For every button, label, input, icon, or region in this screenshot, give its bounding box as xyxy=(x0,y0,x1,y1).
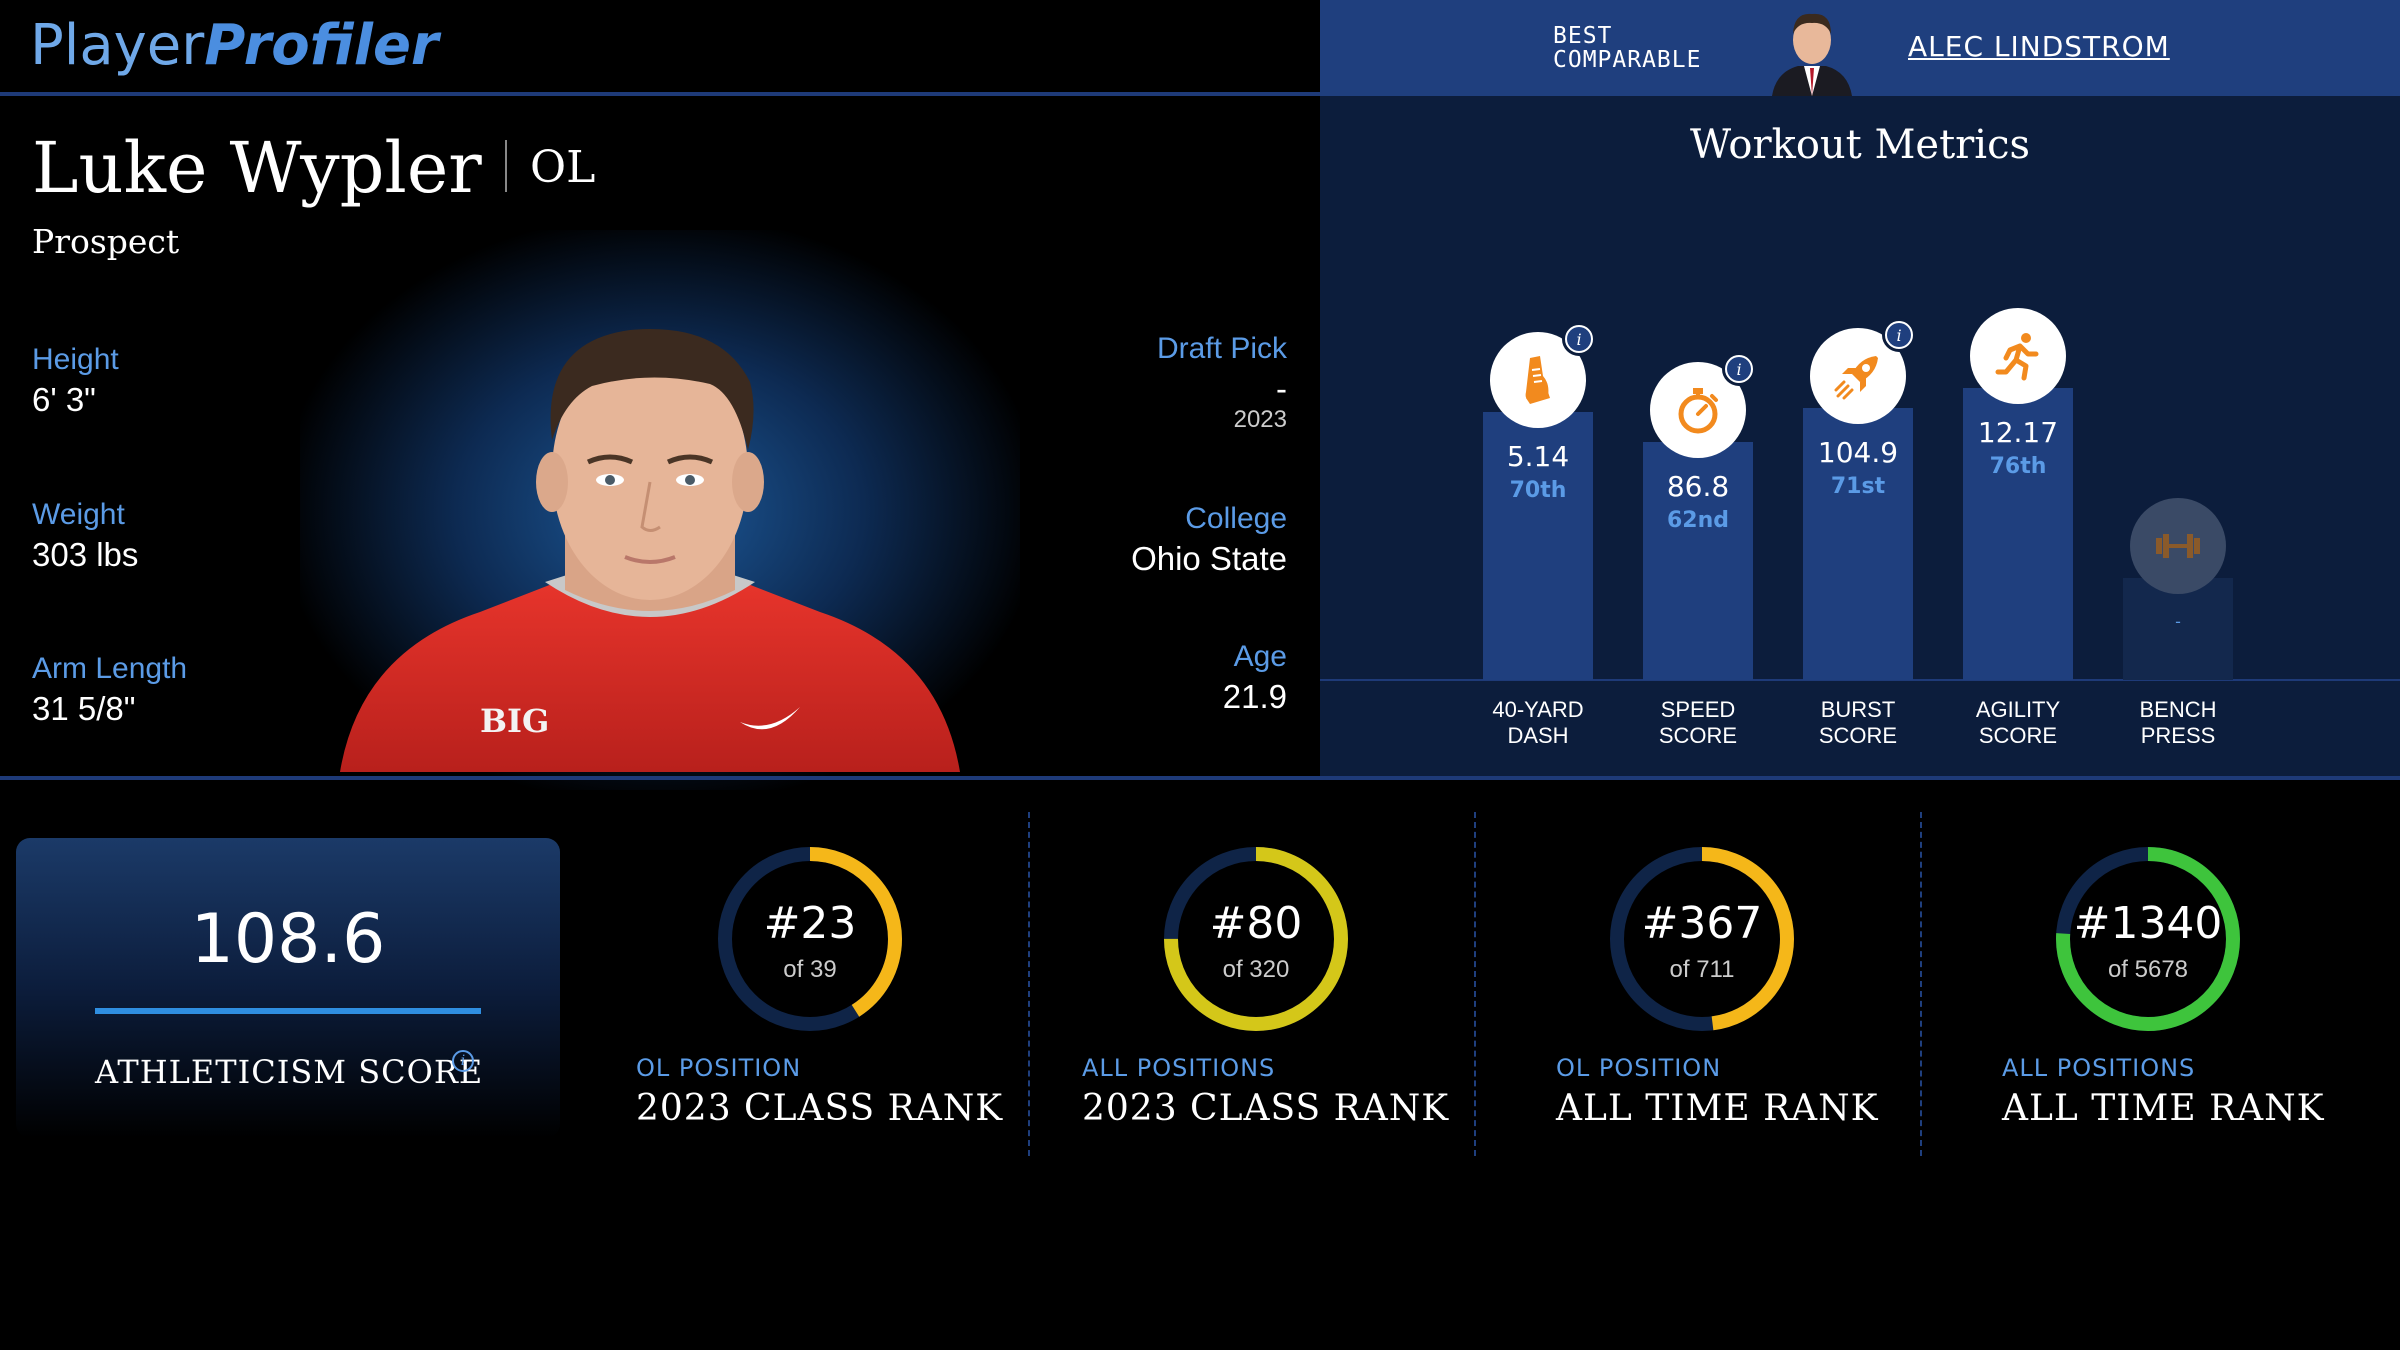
rank-scope: OL POSITION xyxy=(636,1054,802,1082)
metric-value-burst-score: 104.9 xyxy=(1817,436,1899,469)
age-value: 21.9 xyxy=(1222,678,1287,715)
rank-scope: OL POSITION xyxy=(1556,1054,1722,1082)
metric-label-speed-score: SPEED SCORE xyxy=(1658,697,1738,748)
runner-icon xyxy=(1995,333,2039,381)
stopwatch-icon xyxy=(1678,388,1718,434)
metric-percentile-burst-score: 71st xyxy=(1830,474,1886,499)
player-photo: BIG xyxy=(340,329,960,772)
rank-scope: ALL POSITIONS xyxy=(2002,1054,2196,1082)
rank-ring-all-class xyxy=(1164,847,1348,1031)
metric-label-burst-score: BURST SCORE xyxy=(1818,697,1898,748)
metric-value-agility-score: 12.17 xyxy=(1977,416,2059,449)
rank-total: of 39 xyxy=(783,956,837,983)
college-label: College xyxy=(1185,502,1287,535)
metric-value-40-yard-dash: 5.14 xyxy=(1506,440,1570,473)
site-logo[interactable]: PlayerProfiler xyxy=(30,13,439,78)
rank-ring-ol-all-time xyxy=(1610,847,1794,1031)
metric-bar-40-yard-dash xyxy=(1483,412,1593,680)
metric-value-speed-score: 86.8 xyxy=(1666,470,1730,503)
workout-baseline xyxy=(1320,679,2400,681)
arm-length-label: Arm Length xyxy=(32,652,188,685)
metric-icon-circle xyxy=(2130,498,2226,594)
metric-percentile-speed-score: 62nd xyxy=(1666,508,1730,533)
height-label: Height xyxy=(32,343,119,376)
age-label: Age xyxy=(1233,640,1287,673)
running-shoe-icon xyxy=(1525,356,1550,404)
best-comparable-label: BEST COMPARABLE xyxy=(1553,23,1702,73)
weight-label: Weight xyxy=(32,498,125,531)
comparable-player-link[interactable]: ALEC LINDSTROM xyxy=(1908,30,2170,63)
svg-text:BIG: BIG xyxy=(480,702,549,740)
rank-title: 2023 CLASS RANK xyxy=(636,1088,1004,1129)
rank-ring-all-all-time xyxy=(2056,847,2240,1031)
player-position: OL xyxy=(530,142,596,193)
dumbbell-icon xyxy=(2156,534,2200,558)
metric-bar-speed-score xyxy=(1643,442,1753,680)
metric-percentile-40-yard-dash: 70th xyxy=(1509,478,1567,503)
draft-pick-label: Draft Pick xyxy=(1156,332,1287,365)
weight-value: 303 lbs xyxy=(32,536,139,573)
section-divider xyxy=(0,776,2400,780)
rank-total: of 711 xyxy=(1669,956,1735,983)
athleticism-score-value: 108.6 xyxy=(190,900,386,979)
athleticism-score-label: ATHLETICISM SCORE xyxy=(95,1053,484,1091)
draft-pick-value: - xyxy=(1276,370,1287,407)
metric-percentile-agility-score: 76th xyxy=(1989,454,2047,479)
metric-bar-bench-press xyxy=(2123,578,2233,680)
rank-divider xyxy=(1028,812,1030,1156)
draft-year: 2023 xyxy=(1233,406,1287,433)
rank-total: of 5678 xyxy=(2107,956,2189,983)
metric-value-bench-press: - xyxy=(2175,612,2181,631)
rank-number: #367 xyxy=(1641,898,1763,949)
rank-title: ALL TIME RANK xyxy=(1556,1088,1879,1129)
info-icon[interactable]: i xyxy=(1882,318,1916,352)
player-status: Prospect xyxy=(32,222,180,261)
arm-length-value: 31 5/8" xyxy=(32,690,136,727)
rocket-icon xyxy=(1834,356,1878,400)
rank-divider xyxy=(1474,812,1476,1156)
name-divider xyxy=(505,140,507,192)
athleticism-score-underline xyxy=(95,1008,481,1014)
rank-total: of 320 xyxy=(1222,956,1290,983)
athleticism-score-card xyxy=(16,838,560,1138)
rank-scope: ALL POSITIONS xyxy=(1082,1054,1276,1082)
rank-ring-ol-class xyxy=(718,847,902,1031)
height-value: 6' 3" xyxy=(32,381,96,418)
info-icon[interactable]: i xyxy=(452,1050,474,1072)
metric-label-agility-score: AGILITY SCORE xyxy=(1975,697,2061,748)
college-value: Ohio State xyxy=(1131,540,1287,577)
rank-number: #23 xyxy=(763,898,857,949)
rank-divider xyxy=(1920,812,1922,1156)
workout-metrics-title: Workout Metrics xyxy=(1689,122,2031,168)
rank-title: 2023 CLASS RANK xyxy=(1082,1088,1450,1129)
rank-number: #80 xyxy=(1209,898,1303,949)
metric-bar-burst-score xyxy=(1803,408,1913,680)
rank-number: #1340 xyxy=(2073,898,2223,949)
player-name: Luke Wypler xyxy=(32,127,482,209)
header-bar xyxy=(0,0,1320,96)
metric-label-bench-press: BENCH PRESS xyxy=(2139,697,2217,748)
info-icon[interactable]: i xyxy=(1722,352,1756,386)
best-comparable-bar xyxy=(1320,0,2400,96)
metric-label-40-yard-dash: 40-YARD DASH xyxy=(1492,697,1584,748)
comparable-player-avatar[interactable] xyxy=(1768,6,1856,96)
metric-icon-circle xyxy=(1970,308,2066,404)
metric-bar-agility-score xyxy=(1963,388,2073,680)
rank-title: ALL TIME RANK xyxy=(2002,1088,2325,1129)
info-icon[interactable]: i xyxy=(1562,322,1596,356)
